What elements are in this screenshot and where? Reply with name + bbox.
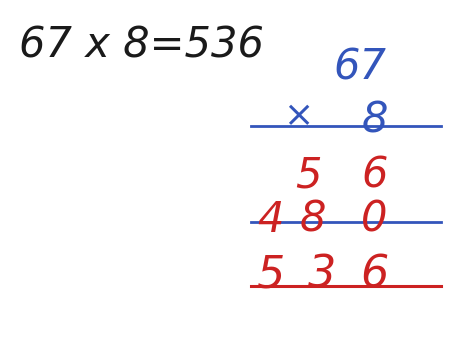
Text: ×: × bbox=[283, 99, 314, 133]
Text: 8: 8 bbox=[361, 99, 388, 141]
Text: 67 x 8=536: 67 x 8=536 bbox=[19, 25, 264, 67]
Text: 3: 3 bbox=[308, 254, 337, 297]
Text: 5: 5 bbox=[256, 254, 284, 297]
Text: 8: 8 bbox=[300, 199, 326, 241]
Text: 5: 5 bbox=[295, 154, 321, 196]
Text: 67: 67 bbox=[334, 46, 387, 88]
Text: 0: 0 bbox=[361, 199, 388, 241]
Text: 6: 6 bbox=[361, 154, 388, 196]
Text: 6: 6 bbox=[360, 254, 389, 297]
Text: 4: 4 bbox=[257, 199, 283, 241]
